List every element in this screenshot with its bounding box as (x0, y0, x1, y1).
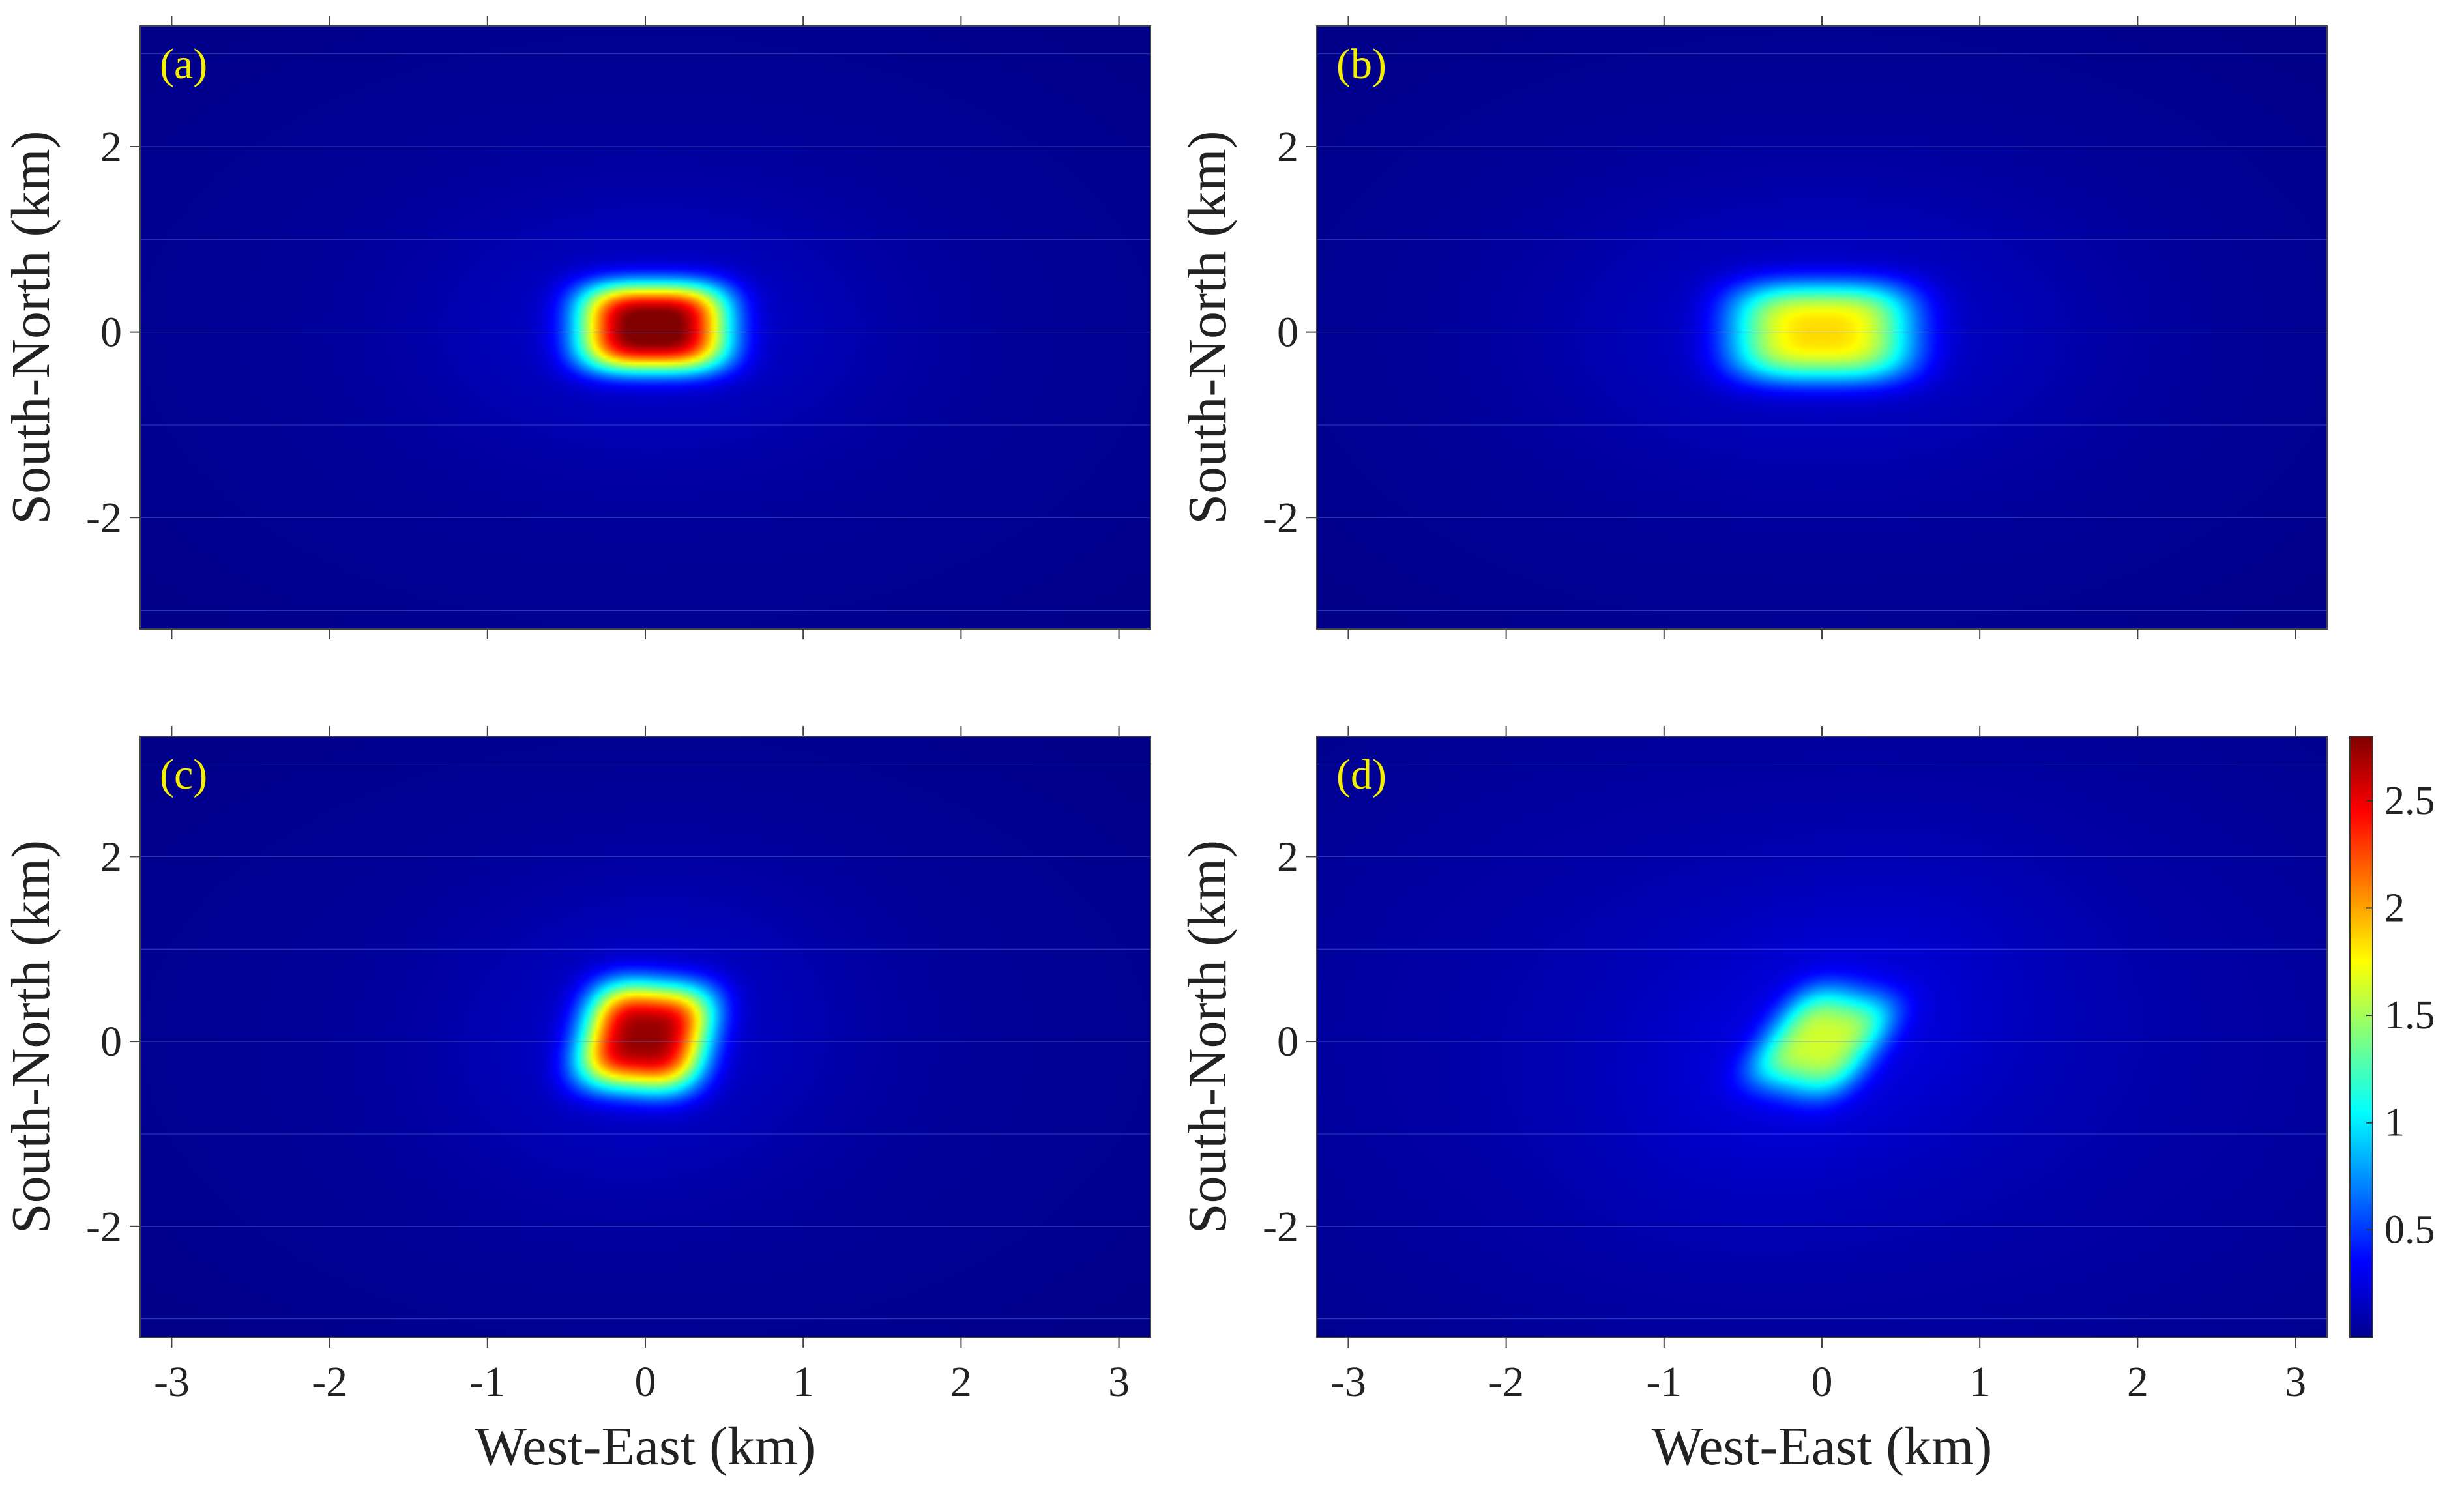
panel-label: (c) (160, 751, 207, 798)
x-tick-label: -1 (469, 1358, 505, 1406)
y-tick-label: -2 (86, 1203, 122, 1251)
y-tick-label: 0 (100, 1018, 122, 1066)
y-axis-label: South-North (km) (1177, 840, 1238, 1234)
colorbar-tick-label: 2 (2384, 886, 2405, 930)
y-axis-label: South-North (km) (1177, 130, 1238, 524)
y-tick-label: 0 (1277, 1018, 1298, 1066)
x-tick-label: 2 (950, 1358, 972, 1406)
y-tick-label: -2 (86, 494, 122, 542)
panel-label: (d) (1336, 751, 1386, 798)
x-tick-label: 3 (2285, 1358, 2306, 1406)
y-tick-label: 2 (100, 123, 122, 171)
panel-1: 2 0 -2 South-North (km) (a) (1, 16, 1151, 639)
x-tick-label: 1 (1969, 1358, 1991, 1406)
heatmap-image-4 (1317, 736, 2327, 1337)
x-tick-label: -2 (312, 1358, 347, 1406)
colorbar-tick-label: 1 (2384, 1101, 2405, 1145)
x-tick-label: 2 (2127, 1358, 2149, 1406)
panels-layer: 2 0 -2 South-North (km) (a) 2 0 -2 South-North (… (1, 16, 2328, 1477)
panel-2: 2 0 -2 South-North (km) (b) (1177, 16, 2328, 639)
x-tick-label: -3 (1330, 1358, 1366, 1406)
colorbar-tick-label: 1.5 (2384, 993, 2435, 1038)
x-tick-label: -2 (1488, 1358, 1524, 1406)
colorbar-tick-label: 0.5 (2384, 1208, 2435, 1252)
colorbar: 0.5 1 1.5 2 2.5 (2349, 736, 2435, 1338)
y-axis-label: South-North (km) (1, 130, 61, 524)
x-tick-label: -3 (154, 1358, 190, 1406)
y-tick-label: 2 (1277, 833, 1298, 880)
x-tick-label: 0 (1811, 1358, 1833, 1406)
colorbar-gradient (2349, 736, 2373, 1338)
x-tick-label: 0 (635, 1358, 656, 1406)
y-tick-label: 0 (1277, 309, 1298, 356)
y-tick-label: 0 (100, 309, 122, 356)
panel-3: -3 -2 -1 0 1 2 3 2 0 -2 South-North (km) West-East … (1, 726, 1151, 1477)
y-tick-label: 2 (1277, 123, 1298, 171)
y-tick-label: -2 (1263, 494, 1298, 542)
colorbar-ticks: 0.5 1 1.5 2 2.5 (2366, 779, 2435, 1252)
y-axis-label: South-North (km) (1, 840, 61, 1234)
heatmap-image-3 (140, 736, 1151, 1337)
colorbar-tick-label: 2.5 (2384, 779, 2435, 823)
x-tick-label: 1 (793, 1358, 814, 1406)
panel-4: -3 -2 -1 0 1 2 3 2 0 -2 South-North (km) West-East … (1177, 726, 2328, 1477)
x-axis-label: West-East (km) (475, 1416, 816, 1477)
heatmap-image-1 (140, 26, 1151, 629)
y-tick-label: 2 (100, 833, 122, 880)
x-tick-label: -1 (1646, 1358, 1682, 1406)
y-tick-label: -2 (1263, 1203, 1298, 1251)
heatmap-image-2 (1317, 26, 2327, 629)
panel-label: (b) (1336, 40, 1386, 88)
x-axis-label: West-East (km) (1652, 1416, 1993, 1477)
x-tick-label: 3 (1108, 1358, 1130, 1406)
panel-label: (a) (160, 40, 207, 88)
